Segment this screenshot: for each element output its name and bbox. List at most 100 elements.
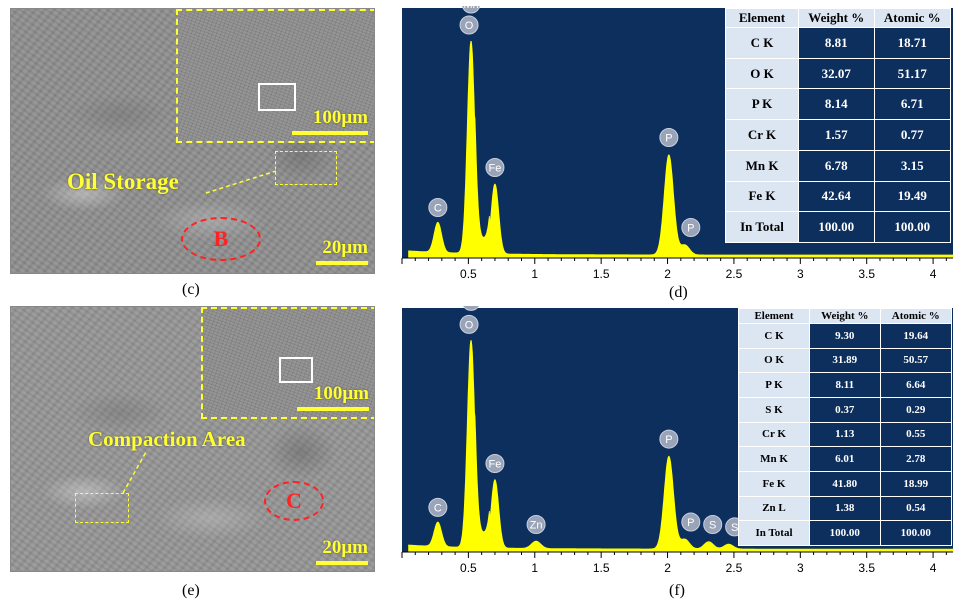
table-row: Fe K 41.80 18.99 bbox=[738, 470, 953, 497]
cell-element: C K bbox=[725, 27, 799, 59]
compaction-region-box bbox=[75, 493, 129, 523]
peak-marker-fe: Fe bbox=[485, 453, 505, 473]
pointer-line bbox=[205, 170, 277, 194]
cell-atomic: 51.17 bbox=[873, 57, 952, 90]
x-tick-label: 4 bbox=[930, 561, 937, 575]
header-atomic: Atomic % bbox=[879, 308, 953, 324]
region-label-compaction-area: Compaction Area bbox=[88, 427, 246, 451]
table-row: In Total 100.00 100.00 bbox=[725, 211, 952, 243]
x-tick-label: 1 bbox=[531, 561, 538, 575]
cell-atomic: 19.64 bbox=[879, 323, 953, 349]
cell-element: Cr K bbox=[725, 119, 799, 151]
table-row: Cr K 1.13 0.55 bbox=[738, 421, 953, 448]
table-row: S K 0.37 0.29 bbox=[738, 396, 953, 423]
svg-text:P: P bbox=[665, 133, 672, 145]
svg-text:C: C bbox=[434, 203, 442, 215]
cell-element: Fe K bbox=[725, 180, 799, 213]
cell-weight: 6.01 bbox=[809, 446, 881, 472]
header-element: Element bbox=[725, 8, 799, 28]
cell-weight: 8.11 bbox=[809, 372, 881, 398]
caption-e: (e) bbox=[182, 582, 200, 599]
header-weight: Weight % bbox=[798, 8, 875, 28]
x-tick-label: 2 bbox=[664, 561, 671, 575]
svg-text:Zn: Zn bbox=[530, 519, 543, 531]
cell-element: In Total bbox=[725, 211, 799, 243]
svg-text:Fe: Fe bbox=[489, 458, 502, 470]
svg-text:P: P bbox=[687, 223, 694, 235]
table-row: Zn L 1.38 0.54 bbox=[738, 495, 953, 522]
cell-weight: 100.00 bbox=[798, 211, 875, 243]
peak-marker-fe: Fe bbox=[485, 158, 505, 177]
header-weight: Weight % bbox=[809, 308, 881, 324]
cell-weight: 100.00 bbox=[809, 520, 881, 546]
x-tick-label: 0.5 bbox=[460, 267, 477, 281]
main-scale-label: 20μm bbox=[322, 537, 368, 558]
peak-marker-c: C bbox=[428, 198, 448, 217]
table-row: P K 8.14 6.71 bbox=[725, 88, 952, 121]
cell-weight: 0.37 bbox=[809, 396, 881, 423]
caption-f: (f) bbox=[669, 582, 685, 599]
cell-element: P K bbox=[738, 372, 810, 398]
cell-atomic: 0.77 bbox=[873, 119, 952, 151]
svg-text:S: S bbox=[709, 519, 716, 531]
point-marker-b: B bbox=[181, 217, 261, 261]
cell-atomic: 0.54 bbox=[879, 495, 953, 522]
svg-text:Mn: Mn bbox=[463, 306, 478, 308]
cell-weight: 32.07 bbox=[798, 57, 875, 90]
cell-atomic: 3.15 bbox=[873, 149, 952, 182]
main-scale-bar bbox=[316, 261, 368, 265]
oil-storage-region-box bbox=[275, 151, 337, 185]
cell-element: S K bbox=[738, 396, 810, 423]
eds-table-d: Element Weight % Atomic % C K 8.81 18.71 O … bbox=[725, 8, 952, 243]
cell-element: Mn K bbox=[725, 149, 799, 182]
svg-text:Fe: Fe bbox=[489, 163, 502, 175]
inset-scale-bar bbox=[292, 131, 368, 135]
table-row: In Total 100.00 100.00 bbox=[738, 520, 953, 546]
peak-marker-zn: Zn bbox=[526, 514, 546, 534]
cell-weight: 8.14 bbox=[798, 88, 875, 121]
table-row: O K 31.89 50.57 bbox=[738, 347, 953, 374]
peak-marker-s: S bbox=[703, 514, 723, 534]
cell-element: Mn K bbox=[738, 446, 810, 472]
svg-text:O: O bbox=[465, 20, 474, 32]
caption-d: (d) bbox=[669, 284, 688, 301]
cell-weight: 9.30 bbox=[809, 323, 881, 349]
cell-atomic: 19.49 bbox=[873, 180, 952, 213]
svg-text:P: P bbox=[687, 517, 694, 529]
header-element: Element bbox=[738, 308, 810, 324]
x-tick-label: 0.5 bbox=[460, 561, 477, 575]
sem-image-e: 100μm Compaction Area C 20μm bbox=[10, 306, 375, 572]
x-tick-label: 2.5 bbox=[726, 267, 743, 281]
table-header-row: Element Weight % Atomic % bbox=[725, 8, 952, 28]
region-label-oil-storage: Oil Storage bbox=[67, 169, 179, 194]
table-row: Mn K 6.78 3.15 bbox=[725, 149, 952, 182]
x-tick-label: 3 bbox=[797, 561, 804, 575]
table-row: P K 8.11 6.64 bbox=[738, 372, 953, 398]
x-tick-label: 3.5 bbox=[858, 561, 875, 575]
main-scale-bar bbox=[316, 561, 368, 565]
x-tick-label: 1.5 bbox=[593, 267, 610, 281]
cell-element: O K bbox=[738, 347, 810, 374]
table-row: Mn K 6.01 2.78 bbox=[738, 446, 953, 472]
inset-scale-label: 100μm bbox=[313, 383, 369, 404]
pointer-line bbox=[122, 451, 147, 494]
table-row: C K 9.30 19.64 bbox=[738, 323, 953, 349]
caption-c: (c) bbox=[182, 281, 200, 298]
peak-marker-p: P bbox=[681, 512, 701, 532]
x-tick-label: 4 bbox=[930, 267, 937, 281]
cell-atomic: 50.57 bbox=[879, 347, 953, 374]
cell-atomic: 6.64 bbox=[879, 372, 953, 398]
peak-marker-c: C bbox=[428, 497, 448, 517]
peak-marker-o: O bbox=[459, 15, 479, 35]
cell-weight: 1.57 bbox=[798, 119, 875, 151]
cell-atomic: 100.00 bbox=[879, 520, 953, 546]
cell-atomic: 0.55 bbox=[879, 421, 953, 448]
cell-atomic: 2.78 bbox=[879, 446, 953, 472]
x-tick-label: 1.5 bbox=[593, 561, 610, 575]
inset-selection-box bbox=[258, 83, 296, 111]
inset-image-c: 100μm bbox=[176, 9, 374, 143]
cell-element: P K bbox=[725, 88, 799, 121]
inset-selection-box bbox=[279, 357, 313, 383]
x-tick-label: 3.5 bbox=[858, 267, 875, 281]
spectrum-area bbox=[408, 41, 954, 259]
